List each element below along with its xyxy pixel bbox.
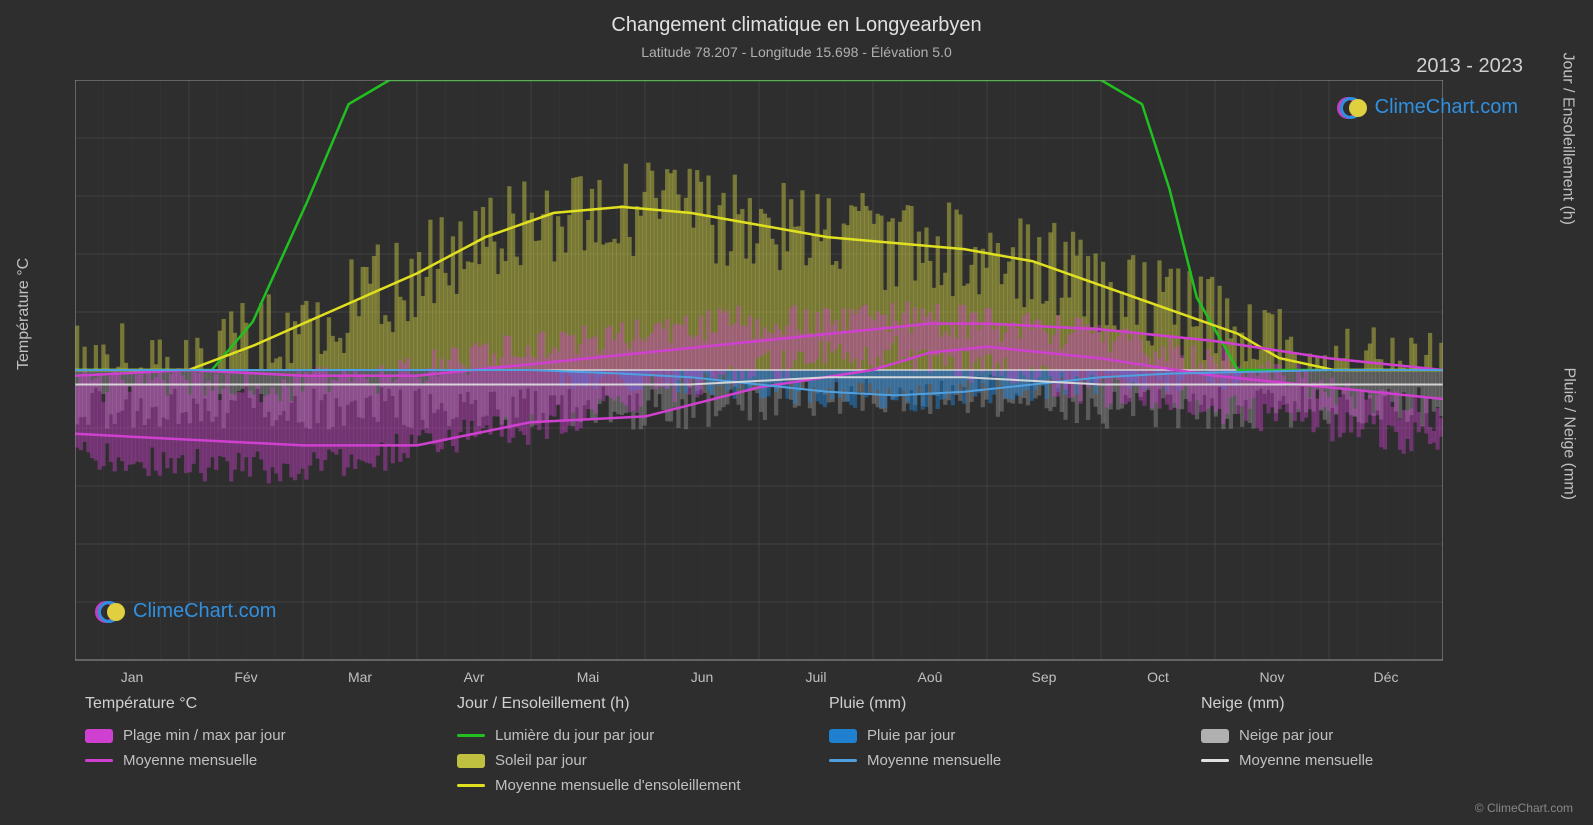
legend-item: Neige par jour: [1201, 727, 1533, 744]
legend-swatch: [829, 759, 857, 762]
legend-item: Moyenne mensuelle: [829, 752, 1161, 769]
chart-svg: -50-40-30-20-100102030405006121824010203…: [75, 80, 1443, 690]
svg-text:Fév: Fév: [234, 669, 257, 685]
watermark-text: ClimeChart.com: [133, 600, 276, 623]
svg-text:Aoû: Aoû: [918, 669, 943, 685]
logo-icon: [95, 601, 125, 623]
svg-text:Jan: Jan: [121, 669, 144, 685]
watermark-bottom: ClimeChart.com: [95, 600, 276, 623]
legend: Température °C Plage min / max par jour Mo…: [85, 695, 1533, 802]
svg-text:Jun: Jun: [691, 669, 714, 685]
legend-group: Neige (mm) Neige par jour Moyenne mensuell…: [1201, 695, 1533, 802]
watermark-text: ClimeChart.com: [1375, 96, 1518, 119]
legend-group: Jour / Ensoleillement (h) Lumière du jour…: [457, 695, 789, 802]
legend-item: Moyenne mensuelle: [85, 752, 417, 769]
chart-subtitle: Latitude 78.207 - Longitude 15.698 - Élé…: [0, 44, 1593, 60]
legend-label: Lumière du jour par jour: [495, 727, 654, 744]
legend-group-title: Jour / Ensoleillement (h): [457, 695, 789, 713]
y-axis-right-top-label: Jour / Ensoleillement (h): [1559, 52, 1577, 225]
legend-swatch: [457, 734, 485, 737]
legend-label: Moyenne mensuelle: [123, 752, 257, 769]
legend-label: Pluie par jour: [867, 727, 955, 744]
logo-icon: [1337, 97, 1367, 119]
y-axis-right-bottom-label: Pluie / Neige (mm): [1559, 368, 1577, 500]
legend-item: Pluie par jour: [829, 727, 1161, 744]
svg-text:Mar: Mar: [348, 669, 372, 685]
legend-item: Lumière du jour par jour: [457, 727, 789, 744]
copyright: © ClimeChart.com: [1475, 801, 1573, 815]
chart-plot-area: -50-40-30-20-100102030405006121824010203…: [75, 80, 1443, 660]
legend-item: Plage min / max par jour: [85, 727, 417, 744]
legend-item: Moyenne mensuelle: [1201, 752, 1533, 769]
legend-swatch: [457, 784, 485, 787]
legend-group-title: Température °C: [85, 695, 417, 713]
legend-swatch: [85, 729, 113, 743]
svg-text:Avr: Avr: [464, 669, 485, 685]
legend-swatch: [1201, 759, 1229, 762]
watermark-top: ClimeChart.com: [1337, 96, 1518, 119]
legend-label: Moyenne mensuelle d'ensoleillement: [495, 777, 741, 794]
legend-group-title: Neige (mm): [1201, 695, 1533, 713]
y-axis-left-label: Température °C: [15, 258, 33, 370]
legend-group-title: Pluie (mm): [829, 695, 1161, 713]
svg-text:Mai: Mai: [577, 669, 600, 685]
svg-text:Déc: Déc: [1374, 669, 1399, 685]
legend-swatch: [85, 759, 113, 762]
legend-swatch: [457, 754, 485, 768]
legend-swatch: [829, 729, 857, 743]
legend-label: Moyenne mensuelle: [1239, 752, 1373, 769]
legend-label: Soleil par jour: [495, 752, 587, 769]
legend-item: Moyenne mensuelle d'ensoleillement: [457, 777, 789, 794]
legend-label: Neige par jour: [1239, 727, 1333, 744]
svg-text:Juil: Juil: [805, 669, 826, 685]
svg-text:Oct: Oct: [1147, 669, 1169, 685]
chart-title: Changement climatique en Longyearbyen: [0, 14, 1593, 37]
legend-label: Plage min / max par jour: [123, 727, 286, 744]
legend-group: Température °C Plage min / max par jour Mo…: [85, 695, 417, 802]
year-range: 2013 - 2023: [1416, 55, 1523, 78]
svg-text:Sep: Sep: [1032, 669, 1057, 685]
svg-text:Nov: Nov: [1260, 669, 1285, 685]
legend-group: Pluie (mm) Pluie par jour Moyenne mensuell…: [829, 695, 1161, 802]
legend-item: Soleil par jour: [457, 752, 789, 769]
legend-swatch: [1201, 729, 1229, 743]
legend-label: Moyenne mensuelle: [867, 752, 1001, 769]
